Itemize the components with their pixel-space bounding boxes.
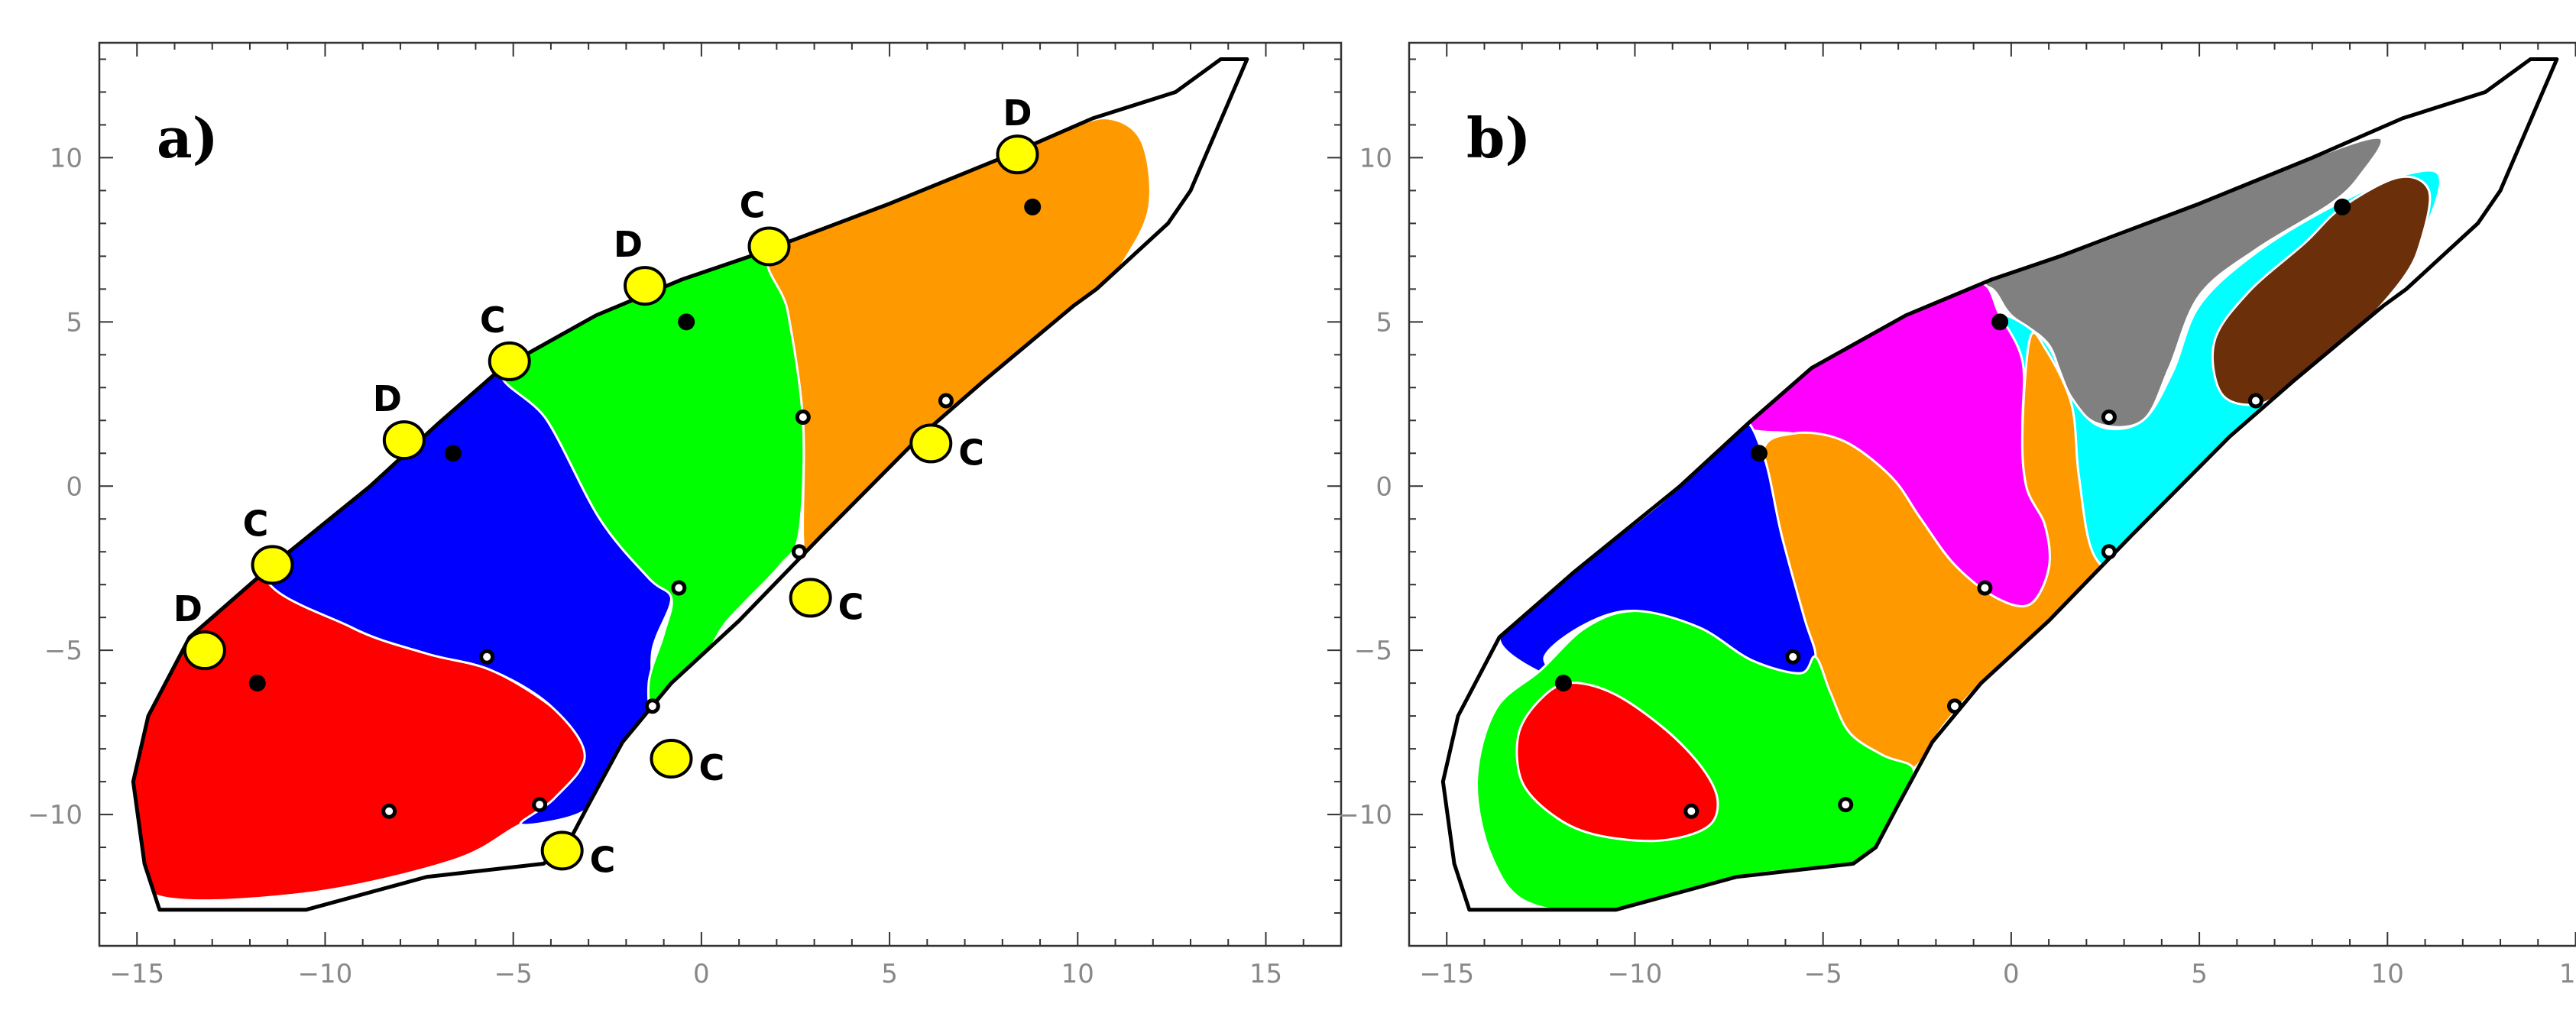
marker-label: C [958,432,984,473]
x-tick-label: 0 [693,959,710,989]
marker-label: D [173,588,203,630]
yellow-marker [789,578,832,618]
yellow-marker [650,739,693,779]
regions [133,117,1152,902]
x-tick-label: 5 [881,959,898,989]
white-point [795,548,803,556]
domain-boundary [1440,57,2559,912]
y-tick-label: 0 [66,471,83,502]
y-tick-label: −5 [1354,636,1392,666]
y-tick-label: −10 [1337,800,1392,830]
white-point [1842,801,1850,809]
yellow-markers: D C D C D C D C C C C [173,92,1039,880]
white-point [2105,548,2113,556]
y-tick-label: 0 [1375,471,1392,502]
black-point [1750,445,1768,462]
white-point [1981,584,1989,592]
white-point [483,652,491,661]
marker-label: C [740,184,766,225]
region-red [1515,681,1719,843]
panel-label: a) [157,105,219,170]
yellow-marker [488,341,531,381]
points [248,198,1042,819]
y-tick-label: 10 [1359,143,1392,173]
marker-label: C [838,586,864,627]
y-tick-label: 10 [50,143,83,173]
yellow-marker [540,830,584,871]
yellow-marker [909,423,953,464]
panel-a: −15 −10 −5 0 5 10 15 −10 −5 0 5 10 a) D C D C D C D C C C C [28,41,1343,989]
region-orange [766,117,1152,565]
black-point [2334,198,2351,215]
x-tick-label: 15 [2559,959,2576,989]
y-tick-label: −10 [28,800,83,830]
marker-label: C [480,299,506,341]
black-point [678,313,695,331]
x-tick-label: 0 [2003,959,2020,989]
white-point [385,807,394,815]
x-tick-label: −10 [1608,959,1663,989]
yellow-marker [183,630,226,671]
marker-label: C [243,503,269,544]
ticks: −15 −10 −5 0 5 10 15 −10 −5 0 5 10 [1337,43,2576,989]
white-point [1687,807,1696,815]
yellow-marker [996,134,1039,175]
black-point [1024,198,1042,215]
x-tick-label: −15 [1419,959,1474,989]
y-tick-label: 5 [1375,307,1392,338]
white-point [2105,413,2113,421]
white-point [536,801,544,809]
y-tick-label: −5 [44,636,83,666]
white-point [1789,652,1797,661]
panel-b: −15 −10 −5 0 5 10 15 −10 −5 0 5 10 b) [1337,41,2576,989]
black-point [1554,675,1572,692]
marker-label: D [373,378,402,419]
ticks: −15 −10 −5 0 5 10 15 −10 −5 0 5 10 [28,43,1342,989]
x-tick-label: 10 [1061,959,1094,989]
black-point [1991,313,2009,331]
y-tick-label: 5 [66,307,83,338]
white-point [2251,397,2260,405]
points [1554,198,2351,819]
x-tick-label: −5 [1804,959,1842,989]
x-tick-label: 5 [2191,959,2208,989]
white-point [941,397,950,405]
x-tick-label: 10 [2371,959,2404,989]
yellow-marker [624,266,667,306]
marker-label: C [698,747,724,788]
white-point [1951,702,1959,711]
marker-label: C [590,839,616,880]
axes-frame [1408,41,2576,947]
white-point [648,702,656,711]
marker-label: D [614,224,643,265]
panel-label: b) [1466,105,1531,170]
white-point [675,584,683,592]
black-point [444,445,462,462]
x-tick-label: −10 [298,959,353,989]
black-point [248,675,266,692]
marker-label: D [1003,92,1032,134]
x-tick-label: −15 [109,959,164,989]
x-tick-label: 15 [1249,959,1282,989]
yellow-marker [747,226,791,267]
x-tick-label: −5 [494,959,533,989]
yellow-marker [382,420,426,461]
yellow-marker [251,545,294,585]
axes-frame [98,41,1343,947]
regions [1476,136,2442,910]
white-point [799,413,807,421]
